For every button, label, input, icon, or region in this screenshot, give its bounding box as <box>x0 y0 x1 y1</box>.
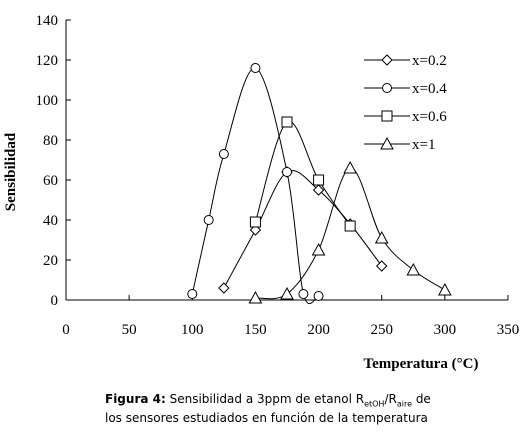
y-tick-label: 80 <box>43 133 58 149</box>
data-point-x-1 <box>311 242 326 256</box>
data-point-x-1 <box>438 282 452 296</box>
caption-line-1: Figura 4: Sensibilidad a 3ppm de etanol … <box>105 392 515 411</box>
data-point-x-0-2 <box>312 184 325 196</box>
legend-label-x-0-4: x=0.4 <box>412 81 447 97</box>
y-tick-label: 40 <box>43 213 58 229</box>
series-line-x-0-6 <box>254 120 351 227</box>
data-point-x-1 <box>248 290 263 304</box>
data-point-x-0-4 <box>218 149 229 159</box>
y-tick-label: 0 <box>51 293 59 309</box>
data-point-x-0-4 <box>187 289 198 299</box>
data-point-x-1 <box>343 160 357 174</box>
x-axis-label: Temperatura (°C) <box>363 356 478 372</box>
y-tick-label: 120 <box>36 53 59 69</box>
x-tick-label: 200 <box>307 322 330 338</box>
data-point-x-0-2 <box>218 282 230 294</box>
data-point-x-0-4 <box>298 289 309 299</box>
y-tick-label: 140 <box>36 13 59 29</box>
data-point-x-0-2 <box>376 260 388 272</box>
legend-label-x-1: x=1 <box>412 137 435 153</box>
data-point-x-0-6 <box>313 174 325 186</box>
legend-marker-x-0-4 <box>382 83 392 93</box>
y-tick-label: 20 <box>43 253 58 269</box>
legend: x=0.2 x=0.4 x=0.6 x=1 <box>364 53 447 153</box>
x-tick-label: 300 <box>434 322 457 338</box>
series-line-x-0-2 <box>223 170 383 289</box>
caption-sub-1: etOH <box>364 399 385 409</box>
series-line-x-1 <box>255 167 446 300</box>
figure-caption: Figura 4: Sensibilidad a 3ppm de etanol … <box>105 392 515 426</box>
data-point-x-0-6 <box>344 220 356 232</box>
y-tick-label: 100 <box>36 93 59 109</box>
data-point-x-1 <box>374 230 389 244</box>
y-tick-label: 60 <box>43 173 58 189</box>
series-markers <box>187 63 452 304</box>
legend-marker-x-0-2 <box>381 54 393 66</box>
legend-label-x-0-6: x=0.6 <box>412 109 447 125</box>
x-tick-label: 50 <box>122 322 137 338</box>
legend-marker-x-0-6 <box>381 110 393 122</box>
figure-label: Figura 4: <box>105 392 166 406</box>
caption-line-2: los sensores estudiados en función de la… <box>105 411 428 426</box>
data-point-x-1 <box>406 262 421 276</box>
caption-text-1: Sensibilidad a 3ppm de etanol R <box>165 392 365 406</box>
x-tick-label: 250 <box>370 322 393 338</box>
data-point-x-1 <box>280 286 294 300</box>
x-tick-label: 100 <box>181 322 204 338</box>
x-tick-label: 350 <box>497 322 520 338</box>
series-line-x-0-4 <box>191 67 320 305</box>
caption-mid: /R <box>384 392 397 406</box>
data-point-x-0-6 <box>249 216 261 228</box>
x-tick-label: 0 <box>62 322 70 338</box>
data-point-x-0-6 <box>281 116 293 128</box>
caption-text-2: de <box>412 392 431 406</box>
legend-marker-x-1 <box>380 136 394 150</box>
axes: 0 20 40 60 80 100 120 140 0 50 100 150 200 250 300 350 <box>36 13 520 338</box>
x-tick-label: 150 <box>244 322 267 338</box>
data-point-x-0-4 <box>203 215 214 225</box>
caption-sub-2: aire <box>396 399 412 409</box>
y-axis-label: Sensibilidad <box>3 132 19 211</box>
data-point-x-0-4 <box>313 291 324 301</box>
legend-label-x-0-2: x=0.2 <box>412 53 447 69</box>
data-point-x-0-4 <box>250 63 261 73</box>
data-point-x-0-4 <box>282 167 292 177</box>
